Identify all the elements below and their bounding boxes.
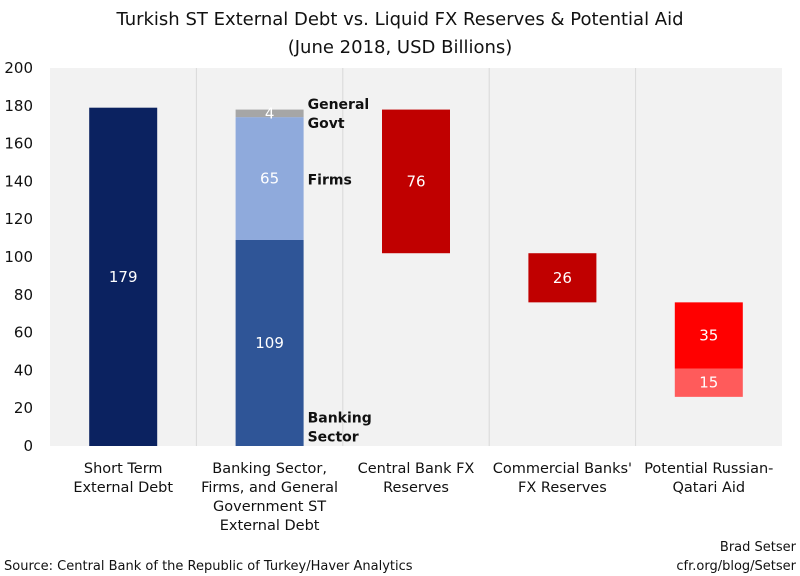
bar-segment — [235, 117, 304, 240]
y-tick-label: 180 — [4, 97, 33, 115]
y-tick-label: 160 — [4, 135, 33, 153]
bar-value-label: 65 — [260, 170, 279, 188]
y-tick-label: 200 — [4, 59, 33, 77]
bar-value-label: 35 — [699, 326, 718, 344]
segment-annotation: Sector — [308, 430, 359, 446]
x-category-label: Commercial Banks' — [493, 461, 632, 477]
chart-subtitle: (June 2018, USD Billions) — [288, 37, 513, 58]
y-tick-label: 80 — [14, 286, 33, 304]
author-site: cfr.org/blog/Setser — [676, 559, 796, 574]
x-axis-categories: Short Term External Debt Banking Sector, Fi… — [73, 461, 773, 534]
source-note: Source: Central Bank of the Republic of … — [4, 559, 413, 574]
y-tick-label: 20 — [14, 399, 33, 417]
segment-annotation: Govt — [308, 116, 345, 132]
bar-value-label: 4 — [265, 104, 275, 122]
y-tick-label: 120 — [4, 210, 33, 228]
y-tick-label: 140 — [4, 172, 33, 190]
category-separators — [195, 68, 637, 446]
x-category-label: FX Reserves — [518, 480, 607, 496]
segment-annotation: Firms — [308, 173, 352, 189]
y-tick-label: 0 — [23, 437, 33, 455]
bar-segment — [235, 239, 304, 446]
segment-annotation: General — [308, 97, 370, 113]
bar-value-label: 15 — [699, 374, 718, 392]
bar-segment — [89, 107, 158, 446]
x-category-label: Reserves — [383, 480, 449, 496]
x-category-label: Government ST — [213, 499, 326, 515]
x-category-label: External Debt — [73, 480, 173, 496]
chart-title: Turkish ST External Debt vs. Liquid FX R… — [115, 9, 683, 30]
bar-segment — [674, 368, 743, 397]
bar-value-label: 109 — [255, 334, 284, 352]
x-category-label: Potential Russian- — [644, 461, 773, 477]
bar-value-label: 26 — [553, 269, 572, 287]
author-name: Brad Setser — [720, 540, 797, 555]
x-category-label: External Debt — [220, 518, 320, 534]
bar-segment — [382, 109, 450, 254]
bar-value-label: 76 — [406, 172, 425, 190]
x-category-label: Firms, and General — [201, 480, 338, 496]
annotations: General Govt Firms Banking Sector — [308, 97, 372, 446]
x-category-label: Central Bank FX — [358, 461, 475, 477]
x-category-label: Banking Sector, — [212, 461, 327, 477]
y-axis: 0 20 40 60 80 100 120 140 160 180 200 — [4, 59, 33, 455]
bar-value-label: 179 — [109, 268, 138, 286]
y-tick-label: 100 — [4, 248, 33, 266]
bar-segment — [235, 109, 304, 118]
x-category-label: Qatari Aid — [672, 480, 745, 496]
y-tick-label: 60 — [14, 324, 33, 342]
bar-segment — [674, 302, 743, 369]
bars: 179 109 65 4 76 26 15 35 — [89, 104, 743, 446]
x-category-label: Short Term — [84, 461, 163, 477]
segment-annotation: Banking — [308, 411, 372, 427]
bar-segment — [528, 253, 597, 303]
y-tick-label: 40 — [14, 361, 33, 379]
